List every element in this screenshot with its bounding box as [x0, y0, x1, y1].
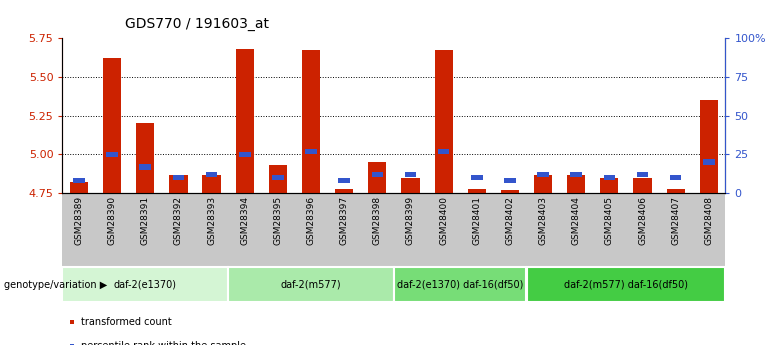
Bar	[501, 190, 519, 193]
Bar	[169, 175, 187, 193]
Bar	[140, 164, 151, 169]
Bar	[206, 172, 218, 177]
Text: daf-2(e1370): daf-2(e1370)	[114, 280, 177, 289]
Bar	[667, 188, 685, 193]
Bar	[405, 172, 417, 177]
Bar	[636, 172, 648, 177]
Bar	[601, 178, 619, 193]
Text: daf-2(e1370) daf-16(df50): daf-2(e1370) daf-16(df50)	[397, 280, 523, 289]
Bar	[73, 178, 85, 184]
Text: daf-2(m577) daf-16(df50): daf-2(m577) daf-16(df50)	[564, 280, 688, 289]
Bar	[335, 188, 353, 193]
Bar	[371, 172, 383, 177]
Bar	[567, 175, 585, 193]
Bar	[269, 165, 287, 193]
Bar	[504, 178, 516, 184]
Text: genotype/variation ▶: genotype/variation ▶	[4, 280, 107, 289]
Text: GDS770 / 191603_at: GDS770 / 191603_at	[125, 17, 269, 31]
Bar	[239, 152, 250, 157]
Bar	[106, 152, 118, 157]
Text: transformed count: transformed count	[80, 317, 172, 327]
Bar	[203, 175, 221, 193]
Bar	[471, 175, 483, 180]
Bar	[434, 50, 452, 193]
Bar	[236, 49, 254, 193]
Bar	[172, 175, 184, 180]
Text: percentile rank within the sample: percentile rank within the sample	[80, 342, 246, 345]
Bar	[534, 175, 552, 193]
Bar	[570, 172, 582, 177]
Bar	[438, 149, 449, 154]
Bar	[302, 50, 320, 193]
Bar	[70, 182, 88, 193]
Bar	[670, 175, 682, 180]
Bar	[537, 172, 549, 177]
Bar	[700, 100, 718, 193]
Bar	[633, 178, 651, 193]
Bar	[305, 149, 317, 154]
Bar	[703, 159, 714, 165]
Bar	[468, 188, 486, 193]
Bar	[402, 178, 420, 193]
Bar	[339, 178, 350, 184]
Bar	[103, 58, 121, 193]
Text: daf-2(m577): daf-2(m577)	[281, 280, 342, 289]
Bar	[136, 123, 154, 193]
Bar	[368, 162, 386, 193]
Bar	[272, 175, 284, 180]
Bar	[604, 175, 615, 180]
